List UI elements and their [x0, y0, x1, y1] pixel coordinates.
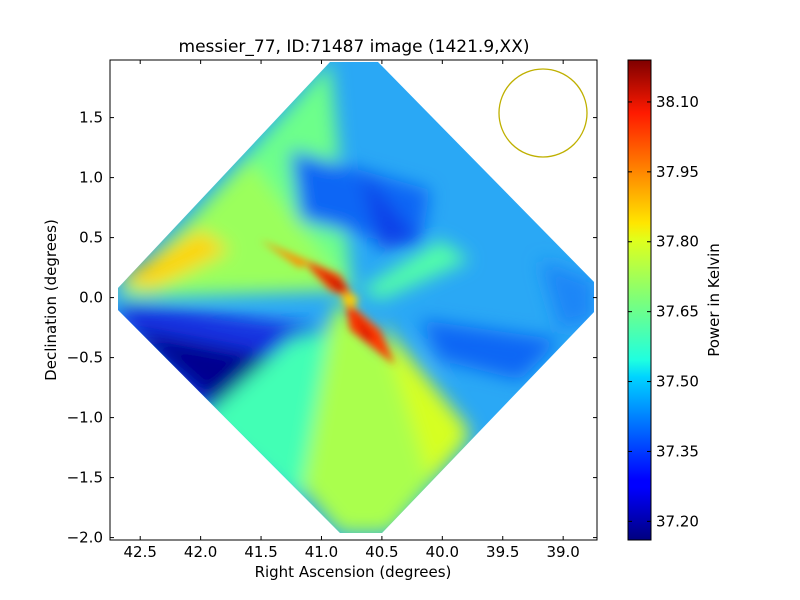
colorbar-tick-label: 37.35: [656, 442, 699, 460]
y-tick-label: 0.5: [79, 229, 103, 247]
y-tick-label: −2.0: [67, 529, 103, 547]
colorbar-tick-label: 37.50: [656, 373, 699, 391]
y-tick-label: −0.5: [67, 349, 103, 367]
x-tick-label: 42.5: [124, 543, 157, 561]
colorbar-label: Power in Kelvin: [705, 243, 723, 357]
colorbar: [627, 59, 652, 541]
x-axis-label: Right Ascension (degrees): [255, 563, 452, 581]
colorbar-ticks: 38.10 37.95 37.80 37.65 37.50 37.35 37.20: [628, 93, 699, 530]
colorbar-tick-label: 38.10: [656, 93, 699, 111]
colorbar-tick-label: 37.20: [656, 512, 699, 530]
x-tick-label: 40.5: [365, 543, 398, 561]
x-tick-label: 39.5: [486, 543, 519, 561]
colorbar-tick-label: 37.65: [656, 303, 699, 321]
beam-circle: [498, 68, 588, 158]
y-axis: 1.5 1.0 0.5 0.0 −0.5 −1.0 −1.5 −2.0: [67, 109, 597, 547]
x-axis: 42.5 42.0 41.5 41.0 40.5 40.0 39.5 39.0: [124, 60, 580, 561]
x-tick-label: 39.0: [546, 543, 579, 561]
x-tick-label: 41.0: [305, 543, 338, 561]
y-tick-label: 0.0: [79, 289, 103, 307]
plot-frame: [109, 59, 598, 541]
colorbar-tick-label: 37.80: [656, 233, 699, 251]
y-tick-label: 1.0: [79, 169, 103, 187]
colorbar-tick-label: 37.95: [656, 163, 699, 181]
x-tick-label: 42.0: [184, 543, 217, 561]
y-tick-label: −1.0: [67, 409, 103, 427]
x-tick-label: 40.0: [426, 543, 459, 561]
x-tick-label: 41.5: [244, 543, 277, 561]
y-tick-label: −1.5: [67, 469, 103, 487]
y-axis-label: Declination (degrees): [42, 219, 60, 381]
y-tick-label: 1.5: [79, 109, 103, 127]
heatmap-image: [118, 62, 594, 533]
chart-title: messier_77, ID:71487 image (1421.9,XX): [179, 37, 530, 57]
